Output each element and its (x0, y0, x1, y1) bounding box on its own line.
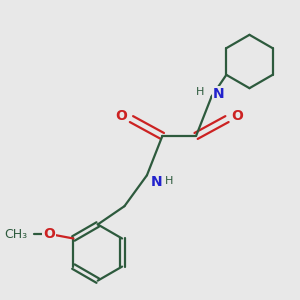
Text: O: O (231, 109, 243, 123)
Text: H: H (165, 176, 174, 187)
Text: H: H (196, 87, 205, 98)
Text: N: N (151, 175, 163, 189)
Text: O: O (116, 109, 127, 123)
Text: N: N (213, 87, 225, 101)
Text: O: O (43, 227, 55, 241)
Text: CH₃: CH₃ (4, 228, 27, 241)
